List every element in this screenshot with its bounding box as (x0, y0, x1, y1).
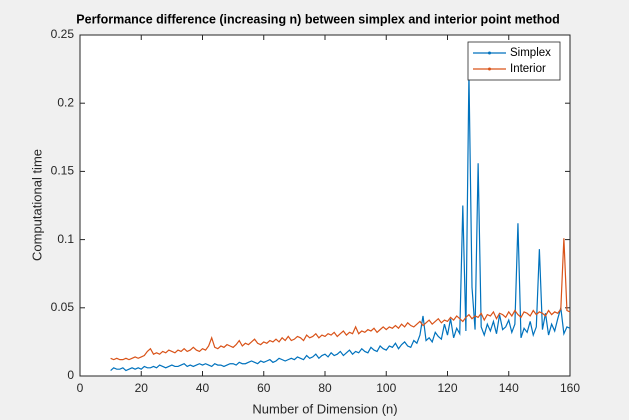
x-tick-label: 60 (257, 381, 271, 395)
legend-label: Simplex (510, 47, 551, 59)
x-tick-label: 20 (135, 381, 149, 395)
legend-marker (488, 67, 491, 71)
y-tick-label: 0.15 (51, 164, 75, 178)
x-tick-label: 100 (376, 381, 396, 395)
y-tick-label: 0.1 (57, 232, 74, 246)
legend-marker (488, 51, 491, 55)
x-axis-label: Number of Dimension (n) (252, 401, 397, 416)
y-tick-label: 0.05 (51, 300, 75, 314)
x-tick-label: 80 (318, 381, 332, 395)
y-tick-label: 0.2 (57, 95, 74, 109)
series-line (110, 238, 571, 361)
plot-area (80, 35, 570, 376)
legend-label: Interior (510, 63, 546, 75)
x-tick-label: 140 (499, 381, 519, 395)
x-tick-label: 40 (196, 381, 210, 395)
axes-box (79, 34, 571, 377)
y-tick-label: 0.25 (51, 27, 75, 41)
y-tick-label: 0 (67, 368, 74, 382)
x-tick-label: 160 (560, 381, 580, 395)
legend-box (467, 41, 561, 81)
x-tick-label: 120 (437, 381, 457, 395)
series-line (110, 73, 571, 372)
chart-title: Performance difference (increasing n) be… (76, 12, 559, 26)
x-tick-label: 0 (77, 381, 84, 395)
y-axis-label: Computational time (29, 149, 44, 261)
